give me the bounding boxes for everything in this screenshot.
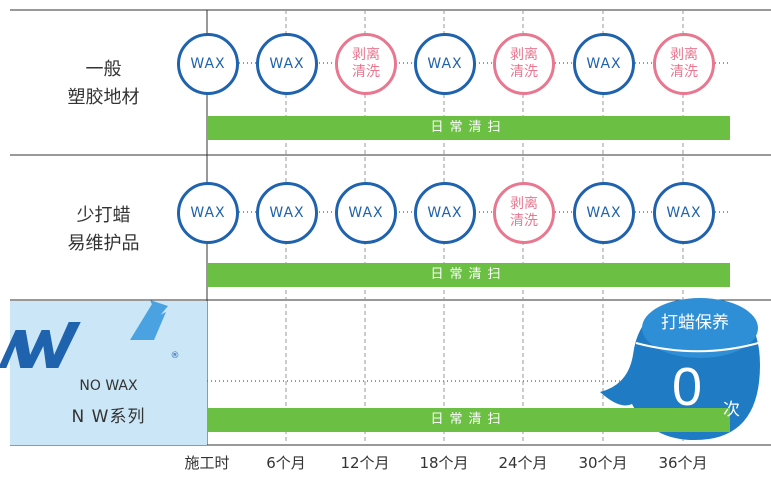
badge-bubble xyxy=(600,298,763,440)
strip-label-line2: 清洗 xyxy=(510,213,538,229)
row-1-label: 一般 塑胶地材 xyxy=(67,59,140,108)
wax-circle: WAX xyxy=(414,182,476,244)
wax-circle: WAX xyxy=(573,182,635,244)
daily-cleaning-bar-row-3: 日常清扫 xyxy=(207,408,730,432)
x-axis-label: 12个月 xyxy=(340,454,390,472)
badge-value: 0 xyxy=(672,357,703,417)
x-axis-label: 30个月 xyxy=(578,454,628,472)
wax-circle: WAX xyxy=(256,182,318,244)
strip-label-line1: 剥离 xyxy=(352,47,380,63)
strip-clean-circle: 剥离 清洗 xyxy=(653,33,715,95)
x-axis-label: 施工时 xyxy=(184,454,230,472)
strip-clean-circle: 剥离 清洗 xyxy=(335,33,397,95)
x-axis-label: 36个月 xyxy=(658,454,708,472)
strip-label-line1: 剥离 xyxy=(510,196,538,212)
strip-clean-circle: 剥离 清洗 xyxy=(493,182,555,244)
wax-circle: WAX xyxy=(653,182,715,244)
strip-label-line2: 清洗 xyxy=(510,64,538,80)
daily-cleaning-bar-row-2: 日常清扫 xyxy=(207,263,730,287)
strip-label-line2: 清洗 xyxy=(352,64,380,80)
strip-clean-circle: 剥离 清洗 xyxy=(493,33,555,95)
x-axis-label: 18个月 xyxy=(419,454,469,472)
row-2-label: 少打蜡 易维护品 xyxy=(67,205,140,254)
wax-circle: WAX xyxy=(335,182,397,244)
x-axis-label: 24个月 xyxy=(498,454,548,472)
strip-label-line2: 清洗 xyxy=(670,64,698,80)
daily-cleaning-bar-row-1: 日常清扫 xyxy=(207,116,730,140)
nw-brand-line1: NO WAX xyxy=(79,378,138,394)
nw-brand-line2: N W系列 xyxy=(71,407,146,427)
wax-circle: WAX xyxy=(573,33,635,95)
wax-circle: WAX xyxy=(414,33,476,95)
badge-unit: 次 xyxy=(723,400,740,420)
wax-circle: WAX xyxy=(177,33,239,95)
badge-title: 打蜡保养 xyxy=(661,313,729,333)
registered-mark: ® xyxy=(170,351,180,361)
x-axis-label: 6个月 xyxy=(266,454,306,472)
strip-label-line1: 剥离 xyxy=(510,47,538,63)
wax-circle: WAX xyxy=(256,33,318,95)
wax-circle: WAX xyxy=(177,182,239,244)
strip-label-line1: 剥离 xyxy=(670,47,698,63)
